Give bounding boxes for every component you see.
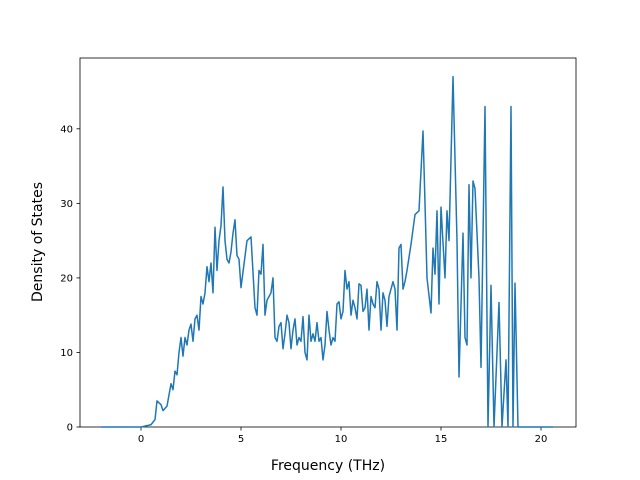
x-tick-label: 10: [335, 434, 348, 445]
axes-frame: [79, 57, 577, 428]
line: [101, 75, 553, 428]
x-axis-label: Frequency (THz): [271, 458, 385, 474]
x-tick-label: 5: [238, 434, 244, 445]
y-tick-label: 30: [60, 199, 73, 210]
y-tick-label: 40: [60, 124, 73, 135]
x-tick-label: 20: [535, 434, 548, 445]
y-tick-label: 0: [67, 423, 73, 434]
y-tick-label: 20: [60, 273, 73, 284]
x-tick-label: 0: [138, 434, 144, 445]
y-tick-label: 10: [60, 348, 73, 359]
x-tick-label: 15: [435, 434, 448, 445]
y-axis-label: Density of States: [30, 182, 46, 302]
